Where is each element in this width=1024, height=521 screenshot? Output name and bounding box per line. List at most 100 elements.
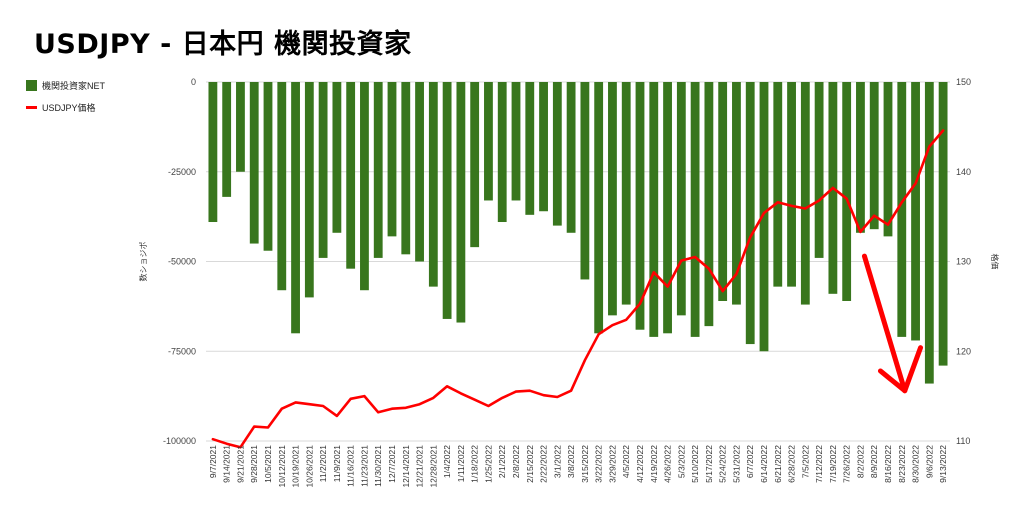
x-tick-label: 12/14/2021 <box>401 445 411 488</box>
legend-label-bars: 機関投資家NET <box>42 80 106 91</box>
line-point <box>487 405 490 407</box>
line-point <box>294 401 297 404</box>
line-point <box>336 415 338 417</box>
x-tick-label: 4/5/2022 <box>621 445 631 478</box>
line-point <box>597 333 600 335</box>
line-point <box>763 212 765 214</box>
x-tick-label: 11/16/2021 <box>346 445 356 487</box>
bar <box>318 82 328 258</box>
y-left-axis-title: 数ショジポ <box>138 242 148 282</box>
x-tick-label: 12/21/2021 <box>415 445 425 488</box>
y-left-tick-label: -25000 <box>168 167 196 177</box>
axes: 0 -25000 -50000 -75000 -100000 150 140 130 120 11… <box>138 77 1000 488</box>
bar <box>222 82 232 197</box>
x-tick-label: 8/30/2022 <box>911 445 921 483</box>
line-point <box>280 407 283 410</box>
bar <box>732 82 741 305</box>
bar <box>346 82 356 269</box>
legend-label-line: USDJPY価格 <box>42 102 96 113</box>
bar <box>415 82 424 262</box>
x-tick-label: 9/21/2021 <box>235 445 245 483</box>
x-tick-label: 1/25/2022 <box>483 445 493 483</box>
bar <box>470 82 480 248</box>
line-point <box>473 398 476 401</box>
line-point <box>639 302 641 305</box>
x-tick-label: 11/2/2021 <box>318 445 328 482</box>
bar <box>690 82 700 337</box>
x-tick-label: 7/26/2022 <box>842 445 852 483</box>
line-point <box>887 223 889 226</box>
x-tick-label: 11/9/2021 <box>332 445 342 482</box>
x-tick-label: 7/19/2022 <box>828 445 838 483</box>
bar <box>814 82 824 258</box>
line-point <box>308 403 311 406</box>
bar <box>718 82 728 301</box>
bar <box>704 82 714 327</box>
line-point <box>225 442 228 445</box>
bar <box>566 82 576 233</box>
line-point <box>239 446 242 449</box>
bar <box>373 82 383 258</box>
x-tick-label: 12/7/2021 <box>387 445 397 483</box>
y-right-tick-label: 120 <box>956 346 971 356</box>
x-tick-label: 9/6/2022 <box>924 445 934 478</box>
line-point <box>900 201 903 204</box>
line-point <box>804 207 807 210</box>
arrow-shaft <box>861 253 908 394</box>
x-tick-label: 8/23/2022 <box>897 445 907 483</box>
bar <box>676 82 686 316</box>
bar <box>277 82 287 291</box>
x-tick-label: 6/7/2022 <box>745 445 755 478</box>
line-point <box>749 236 752 239</box>
x-tick-label: 10/5/2021 <box>263 445 273 483</box>
bar <box>759 82 769 352</box>
x-tick-label: 2/8/2022 <box>511 445 521 478</box>
line-point <box>570 389 572 392</box>
x-tick-label: 3/29/2022 <box>607 445 617 483</box>
line-point <box>776 201 779 204</box>
bar <box>456 82 466 323</box>
x-tick-label: 2/22/2022 <box>539 445 549 483</box>
x-tick-label: 6/28/2022 <box>787 445 797 483</box>
line-point <box>377 411 380 414</box>
bar <box>428 82 438 287</box>
x-tick-label: 1/11/2022 <box>456 445 466 482</box>
x-tick-label: 2/1/2022 <box>497 445 507 478</box>
y-right-tick-label: 140 <box>956 167 971 177</box>
x-tick-label: 3/1/2022 <box>552 445 562 478</box>
bar <box>360 82 369 291</box>
annotation-arrow <box>861 253 924 394</box>
bar <box>869 82 879 230</box>
bar <box>304 82 314 298</box>
bar <box>663 82 672 334</box>
line-point <box>349 398 352 400</box>
line-point <box>584 359 586 362</box>
y-left-tick-label: -75000 <box>168 346 196 356</box>
bar <box>842 82 852 301</box>
x-tick-label: 9/14/2021 <box>222 445 232 483</box>
x-tick-label: 5/10/2022 <box>690 445 700 483</box>
x-tick-label: 4/12/2022 <box>635 445 645 483</box>
line-point <box>253 425 256 428</box>
bar <box>291 82 300 334</box>
bar <box>539 82 548 212</box>
x-tick-label: 8/9/2022 <box>869 445 879 478</box>
bar <box>442 82 452 319</box>
bar <box>745 82 755 345</box>
arrow-head <box>877 345 924 394</box>
x-tick-label: 5/3/2022 <box>676 445 686 478</box>
bar <box>938 82 948 366</box>
bar <box>511 82 521 201</box>
line-point <box>721 290 724 292</box>
bar <box>401 82 411 255</box>
line-point <box>404 406 407 409</box>
legend-item-line: USDJPY価格 <box>26 96 105 118</box>
y-right-tick-label: 130 <box>956 257 971 267</box>
line-point <box>735 273 738 275</box>
legend-item-bars: 機関投資家NET <box>26 74 105 96</box>
line-point <box>942 129 944 132</box>
grid-lines <box>206 81 950 442</box>
bar <box>773 82 783 287</box>
bar <box>608 82 617 316</box>
